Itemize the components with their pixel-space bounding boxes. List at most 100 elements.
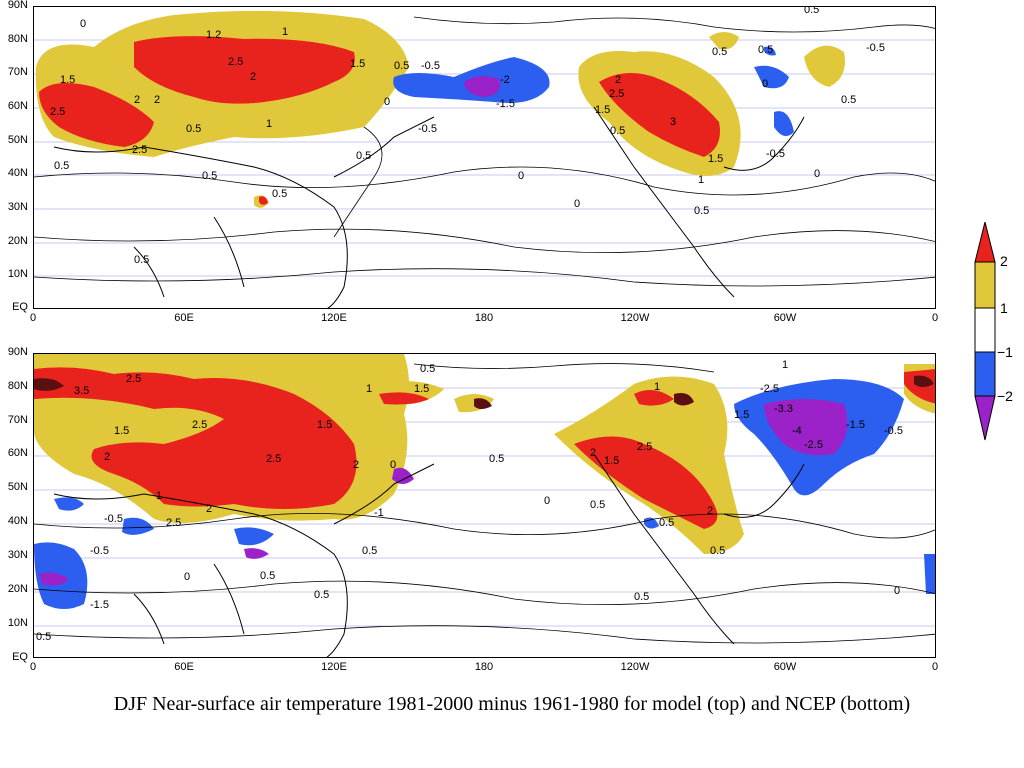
colorbar-label: −1	[997, 344, 1013, 360]
contour-label: 0	[184, 571, 190, 583]
contour-label: 1.5	[414, 383, 429, 395]
lon-label: 60W	[773, 661, 797, 673]
contour-label: 2.5	[266, 453, 281, 465]
lon-label: 0	[931, 312, 939, 324]
contour-label: 0	[894, 585, 900, 597]
contour-label: 2	[104, 451, 110, 463]
contour-label: 1.5	[604, 455, 619, 467]
cool-region-below-minus-2	[39, 399, 848, 586]
contour-lines	[34, 16, 935, 287]
contour-label: 0.5	[710, 545, 725, 557]
contour-label: 2	[154, 94, 160, 106]
lon-label: 120E	[321, 661, 347, 673]
contour-label: 0.5	[260, 570, 275, 582]
contour-label: -0.5	[421, 60, 440, 72]
contour-label: 0	[384, 96, 390, 108]
colorbar-label: −2	[997, 388, 1013, 404]
lat-label: 50N	[7, 481, 28, 493]
contour-label: 2.5	[166, 517, 181, 529]
lon-label: 60E	[174, 312, 194, 324]
contour-label: -0.5	[104, 513, 123, 525]
cool-region-below-minus-2	[464, 76, 500, 97]
lon-label: 0	[29, 661, 37, 673]
map-plot-ncep	[34, 354, 935, 657]
contour-label: 1.5	[350, 58, 365, 70]
contour-label: 1.5	[708, 153, 723, 165]
contour-label: 2	[206, 503, 212, 515]
contour-label: 1	[282, 26, 288, 38]
contour-label: 2.5	[637, 441, 652, 453]
contour-label: 1.5	[734, 409, 749, 421]
contour-label: 1	[366, 383, 372, 395]
contour-label: 2	[615, 74, 621, 86]
contour-label: 0.5	[590, 499, 605, 511]
contour-label: 2	[353, 459, 359, 471]
lon-label: 180	[474, 312, 494, 324]
lat-label: EQ	[12, 301, 28, 313]
contour-label: -1.5	[90, 599, 109, 611]
contour-label: -3.3	[774, 403, 793, 415]
contour-label: 0.5	[841, 94, 856, 106]
contour-lines	[34, 363, 935, 644]
lat-label: 60N	[7, 447, 28, 459]
contour-label: 1.5	[114, 425, 129, 437]
contour-label: 0	[518, 170, 524, 182]
contour-label: 1	[698, 174, 704, 186]
lat-label: 60N	[7, 100, 28, 112]
lat-label: 10N	[7, 617, 28, 629]
coastlines	[53, 453, 805, 657]
warm-region-extreme	[34, 375, 934, 409]
lat-label: 70N	[7, 414, 28, 426]
contour-label: 0	[544, 495, 550, 507]
lat-label: 80N	[7, 33, 28, 45]
lat-label: 50N	[7, 134, 28, 146]
colorbar-swatch-below-minus-2	[974, 395, 996, 441]
lat-label: 20N	[7, 583, 28, 595]
colorbar-swatch-above-2	[974, 221, 996, 263]
lat-label: 40N	[7, 167, 28, 179]
contour-labels-ncep: 2.5 3.5 1.5 2.5 2.5 2 1.5 1 2 2.5 1 0 1.…	[36, 359, 903, 643]
contour-label: -2.5	[804, 439, 823, 451]
contour-label: 0	[574, 198, 580, 210]
contour-label: 2.5	[609, 88, 624, 100]
contour-label: -0.5	[90, 545, 109, 557]
map-panel-ncep: 2.5 3.5 1.5 2.5 2.5 2 1.5 1 2 2.5 1 0 1.…	[33, 353, 936, 658]
contour-label: -1	[374, 507, 384, 519]
lat-label: 90N	[7, 346, 28, 358]
contour-label: -1.5	[496, 98, 515, 110]
contour-label: 0.5	[394, 60, 409, 72]
contour-label: 2.5	[228, 56, 243, 68]
colorbar-swatches	[974, 221, 996, 441]
lat-label: 30N	[7, 201, 28, 213]
lat-label: 80N	[7, 380, 28, 392]
colorbar-label: 2	[1000, 253, 1008, 269]
contour-label: 0.5	[362, 545, 377, 557]
contour-label: 2.5	[126, 373, 141, 385]
contour-label: 0.5	[610, 125, 625, 137]
lon-label: 180	[474, 661, 494, 673]
contour-label: 0.5	[134, 254, 149, 266]
lat-label: 70N	[7, 66, 28, 78]
contour-label: 0.5	[202, 170, 217, 182]
contour-label: 2	[250, 71, 256, 83]
contour-label: 0	[80, 18, 86, 30]
contour-label: 0.5	[314, 589, 329, 601]
coastlines	[53, 106, 805, 308]
contour-label: 2.5	[132, 144, 147, 156]
contour-label: 1.5	[317, 419, 332, 431]
contour-label: 0.5	[758, 44, 773, 56]
contour-label: 1	[156, 490, 162, 502]
contour-label: 2	[707, 505, 713, 517]
contour-label: 0	[390, 459, 396, 471]
lat-label: 30N	[7, 549, 28, 561]
contour-label: -2.5	[760, 383, 779, 395]
contour-label: 1	[782, 359, 788, 371]
warm-region-above-2	[39, 36, 720, 205]
lon-label: 120E	[321, 312, 347, 324]
contour-label: -1.5	[846, 419, 865, 431]
contour-label: 2	[590, 447, 596, 459]
contour-label: 0.5	[694, 205, 709, 217]
lat-label: EQ	[12, 651, 28, 663]
contour-label: 0.5	[36, 631, 51, 643]
contour-label: 0.5	[804, 7, 819, 16]
